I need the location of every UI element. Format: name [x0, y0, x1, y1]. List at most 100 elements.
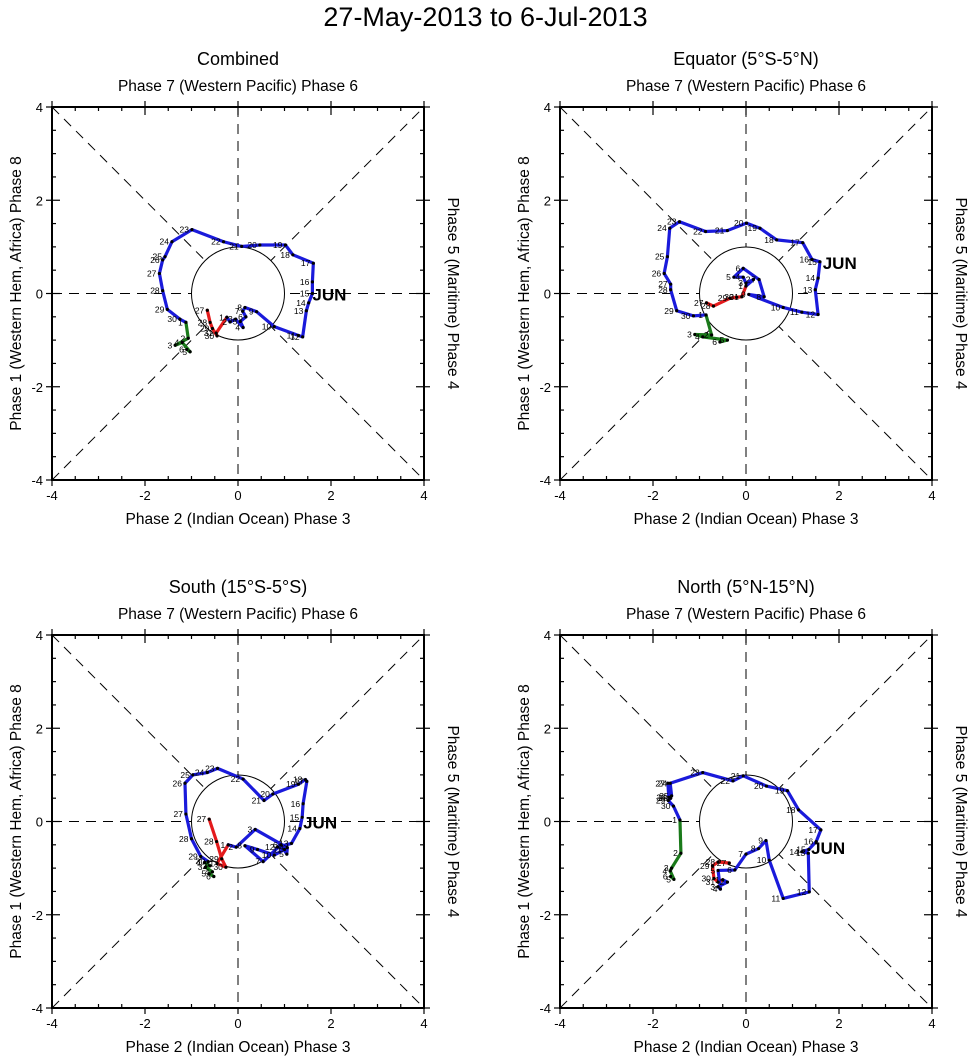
day-label: 27 — [694, 298, 704, 308]
day-marker — [240, 244, 244, 249]
day-label: 3 — [687, 330, 692, 340]
day-marker — [214, 331, 218, 335]
day-marker — [191, 773, 195, 777]
day-marker — [210, 326, 215, 331]
y-tick-label: -2 — [539, 908, 551, 923]
day-marker — [678, 818, 682, 822]
y-tick-label: 4 — [36, 628, 43, 643]
x-tick-label: 4 — [928, 1016, 935, 1031]
day-label: 6 — [712, 337, 717, 347]
day-label: 27 — [173, 809, 183, 819]
day-label: 29 — [718, 293, 728, 303]
day-marker — [291, 253, 295, 257]
day-marker — [272, 325, 276, 329]
month-label-jun: JUN — [823, 254, 857, 273]
day-marker — [173, 343, 177, 347]
bottom-axis-label: Phase 2 (Indian Ocean) Phase 3 — [126, 511, 351, 528]
day-label: 5 — [666, 874, 671, 884]
day-marker — [800, 310, 804, 314]
day-label: 6 — [663, 872, 668, 882]
day-label: 6 — [273, 840, 278, 850]
day-marker — [775, 238, 779, 242]
day-marker — [285, 846, 289, 850]
day-label: 2 — [228, 842, 233, 852]
x-tick-label: -2 — [647, 1016, 659, 1031]
day-label: 10 — [771, 302, 781, 312]
trajectory-may — [207, 817, 230, 869]
day-label: 12 — [806, 309, 816, 319]
month-label-jun: JUN — [303, 814, 337, 833]
day-label: 14 — [296, 298, 306, 308]
day-marker — [180, 340, 184, 345]
top-axis-label: Phase 7 (Western Pacific) Phase 6 — [626, 78, 866, 95]
day-label: 3 — [228, 314, 233, 324]
day-label: 11 — [273, 844, 282, 854]
day-marker — [279, 843, 283, 847]
day-label: 18 — [280, 250, 290, 260]
day-label: 3 — [710, 882, 715, 892]
day-label: 29 — [656, 796, 666, 806]
y-tick-label: -4 — [31, 1001, 43, 1016]
day-marker — [751, 277, 756, 282]
day-label: 21 — [715, 226, 725, 236]
panel-title: Equator (5°S-5°N) — [673, 49, 818, 69]
day-marker — [671, 804, 676, 808]
x-tick-label: 0 — [742, 488, 749, 503]
y-tick-label: 4 — [36, 100, 43, 115]
day-label: 28 — [658, 285, 668, 295]
day-marker — [711, 304, 716, 308]
day-label: 2 — [720, 877, 725, 887]
day-label: 3 — [198, 862, 203, 872]
day-label: 22 — [721, 776, 731, 786]
day-label: 1 — [178, 317, 183, 327]
day-marker — [666, 781, 670, 785]
day-marker — [704, 301, 709, 305]
day-marker — [220, 857, 224, 861]
left-axis-label: Phase 1 (Western Hem, Africa) Phase 8 — [516, 684, 533, 959]
day-label: 6 — [735, 263, 740, 273]
day-marker — [234, 317, 238, 321]
day-label: 13 — [803, 285, 813, 295]
y-tick-label: 0 — [544, 815, 551, 830]
day-marker — [304, 309, 308, 313]
day-label: 18 — [786, 805, 796, 815]
day-label: 16 — [800, 254, 810, 264]
day-marker — [727, 861, 731, 865]
day-marker — [672, 877, 676, 881]
day-label: 5 — [726, 272, 731, 282]
day-marker — [740, 295, 744, 299]
day-marker — [189, 837, 194, 841]
month-label-jun: JUN — [811, 839, 845, 858]
x-tick-label: 2 — [327, 488, 334, 503]
day-label: 26 — [173, 778, 183, 788]
day-label: 21 — [252, 796, 262, 806]
day-marker — [262, 798, 266, 803]
x-tick-label: 2 — [835, 1016, 842, 1031]
y-tick-label: 4 — [544, 628, 551, 643]
day-label: 4 — [205, 867, 210, 877]
day-label: 1 — [197, 858, 202, 868]
x-tick-label: 0 — [234, 488, 241, 503]
day-marker — [226, 843, 230, 847]
day-label: 7 — [235, 306, 240, 316]
day-label: 17 — [808, 825, 818, 835]
day-label: 3 — [664, 863, 669, 873]
left-axis-label: Phase 1 (Western Hem, Africa) Phase 8 — [516, 156, 533, 431]
day-marker — [221, 240, 226, 244]
day-marker — [741, 275, 745, 279]
day-marker — [816, 276, 820, 280]
day-marker — [675, 309, 679, 313]
day-marker — [183, 781, 187, 785]
day-label: 9 — [758, 836, 763, 846]
day-label: 23 — [179, 225, 189, 235]
day-label: 15 — [300, 289, 310, 299]
day-marker — [712, 876, 716, 880]
day-marker — [819, 828, 823, 832]
day-label: 21 — [731, 771, 741, 781]
day-marker — [758, 226, 762, 230]
day-marker — [215, 334, 219, 338]
day-label: 30 — [205, 331, 215, 341]
day-marker — [716, 860, 720, 864]
day-marker — [807, 890, 811, 894]
day-marker — [261, 859, 265, 864]
